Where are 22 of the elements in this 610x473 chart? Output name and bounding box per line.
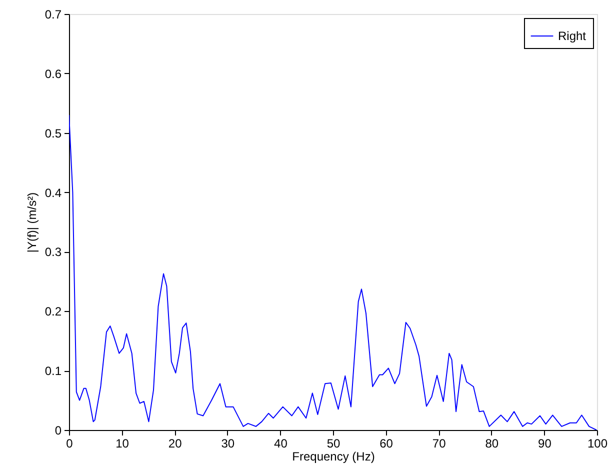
- legend-label: Right: [558, 29, 587, 43]
- y-tick-label: 0.4: [44, 186, 62, 200]
- y-tick-label: 0: [54, 424, 62, 438]
- y-tick-label: 0.7: [44, 8, 62, 22]
- x-tick-label: 60: [380, 436, 394, 450]
- y-tick-label: 0.2: [44, 304, 62, 319]
- y-tick-label: 0.1: [44, 364, 62, 378]
- x-tick-label: 10: [116, 436, 130, 450]
- x-tick-label: 20: [168, 436, 182, 450]
- x-tick-label: 80: [485, 436, 499, 450]
- x-tick-label: 100: [587, 436, 608, 450]
- x-tick-label: 50: [326, 436, 340, 450]
- y-tick-label: 0.6: [44, 66, 62, 81]
- x-tick-label: 0: [66, 436, 74, 450]
- x-tick-label: 90: [538, 436, 552, 450]
- y-tick-label: 0.3: [44, 245, 62, 260]
- x-tick-label: 40: [274, 436, 288, 450]
- x-tick-label: 70: [432, 436, 446, 450]
- x-axis-title: Frequency (Hz): [292, 450, 375, 464]
- x-tick-label: 30: [221, 436, 235, 450]
- y-tick-label: 0.5: [44, 126, 62, 140]
- y-axis-title: |Y(f)| (m/s²): [24, 192, 39, 253]
